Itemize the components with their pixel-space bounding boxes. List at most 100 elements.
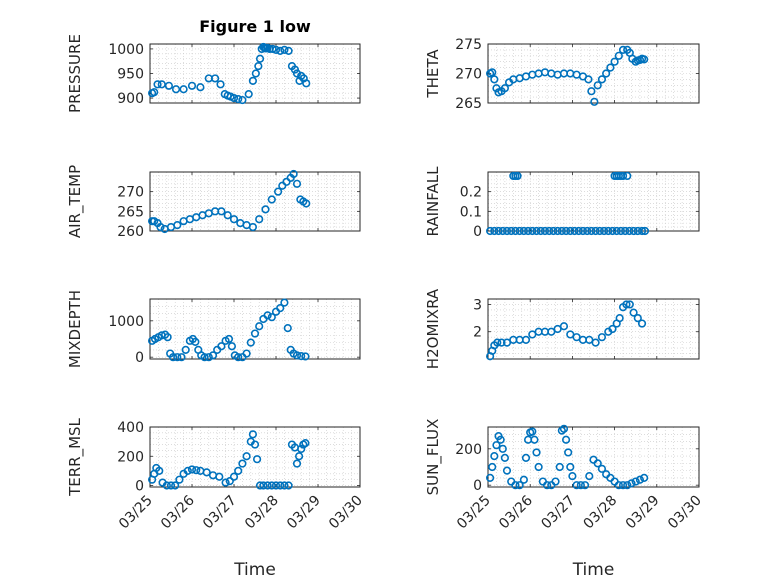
data-point [587, 226, 596, 236]
data-point [238, 95, 247, 105]
data-point [534, 462, 543, 472]
data-point [528, 427, 537, 436]
y-tick-label: 1000 [108, 42, 144, 58]
data-point [169, 353, 178, 362]
data-point [570, 226, 579, 236]
data-point [156, 222, 165, 232]
data-point [621, 226, 630, 236]
y-tick-label: 275 [455, 37, 482, 53]
y-tick-label: 0 [135, 350, 144, 366]
data-point [202, 468, 211, 477]
data-point [597, 75, 607, 84]
data-point [488, 68, 497, 77]
data-point [555, 462, 564, 472]
data-point [585, 471, 594, 481]
data-point [229, 215, 239, 224]
data-point [595, 226, 604, 236]
data-point [276, 46, 285, 55]
data-point [597, 333, 607, 342]
data-point [196, 83, 205, 92]
data-point [215, 472, 224, 481]
data-point [248, 430, 257, 439]
data-point [500, 453, 509, 463]
data-point [623, 481, 632, 490]
data-point [253, 455, 262, 464]
x-tick-label: 03/27 [538, 493, 578, 533]
data-point [492, 441, 501, 450]
data-point [530, 435, 539, 444]
axes-box [149, 298, 361, 360]
data-point [536, 226, 545, 236]
data-point [267, 481, 276, 490]
data-point [553, 226, 562, 236]
data-point [234, 353, 243, 362]
data-point [591, 226, 600, 236]
y-tick-label: 2 [473, 325, 482, 341]
data-point [227, 342, 236, 351]
y-tick-label: 950 [117, 67, 144, 83]
x-tick-label: 03/25 [116, 493, 156, 533]
data-point [251, 69, 260, 78]
data-point [292, 179, 302, 188]
data-point [166, 481, 176, 490]
data-point [590, 97, 599, 106]
data-point [561, 226, 571, 236]
data-point [635, 475, 645, 484]
y-tick-label: 1000 [108, 314, 144, 330]
data-point [234, 466, 243, 476]
data-point [221, 478, 230, 487]
data-point [204, 353, 213, 362]
data-point [494, 226, 503, 236]
data-point [618, 171, 628, 181]
subplot-3: 260 265 270 AIR_TEMP [66, 165, 361, 240]
data-point [515, 481, 524, 490]
y-tick-label: 0.2 [460, 185, 482, 201]
data-point [280, 45, 289, 55]
data-point [629, 308, 638, 317]
data-point [566, 226, 575, 236]
data-point [183, 466, 192, 476]
data-point [532, 226, 541, 236]
data-point [171, 85, 181, 94]
subplot-7: 0 200 400 03/25 03/26 03/27 03/28 03/29 03/30 Tim… [66, 417, 366, 580]
data-point [561, 435, 571, 444]
data-point [542, 481, 552, 490]
axes-box [487, 298, 700, 360]
data-point [295, 452, 304, 461]
y-axis-label: RAINFALL [424, 166, 442, 237]
data-point [284, 46, 293, 55]
data-point [614, 481, 623, 490]
data-point [263, 481, 272, 490]
data-point [614, 51, 623, 60]
data-point [615, 313, 624, 323]
data-point [490, 75, 499, 84]
data-point [248, 222, 257, 232]
data-point [551, 477, 560, 486]
data-point [191, 337, 200, 347]
data-point [486, 226, 495, 236]
data-point [490, 226, 499, 236]
data-point [267, 195, 276, 204]
data-point [549, 226, 558, 236]
data-point [521, 453, 531, 463]
data-point [289, 169, 298, 179]
y-tick-label: 3 [473, 297, 482, 313]
data-point [631, 477, 640, 486]
data-point [192, 466, 201, 475]
data-point [280, 298, 289, 307]
data-point [637, 226, 647, 236]
data-point [572, 481, 581, 490]
data-point [164, 81, 173, 90]
y-tick-label: 265 [455, 96, 482, 112]
data-point [559, 322, 569, 331]
data-point [618, 45, 628, 55]
data-point [584, 75, 593, 84]
data-point [224, 334, 234, 344]
data-point [627, 479, 636, 488]
data-point [583, 226, 592, 236]
subplot-1: 900 950 1000 Figure 1 low PRESSURE [66, 17, 361, 113]
y-tick-label: 270 [455, 67, 482, 83]
data-point [515, 226, 524, 236]
x-tick-label: 03/29 [284, 493, 324, 533]
data-point [229, 93, 239, 103]
